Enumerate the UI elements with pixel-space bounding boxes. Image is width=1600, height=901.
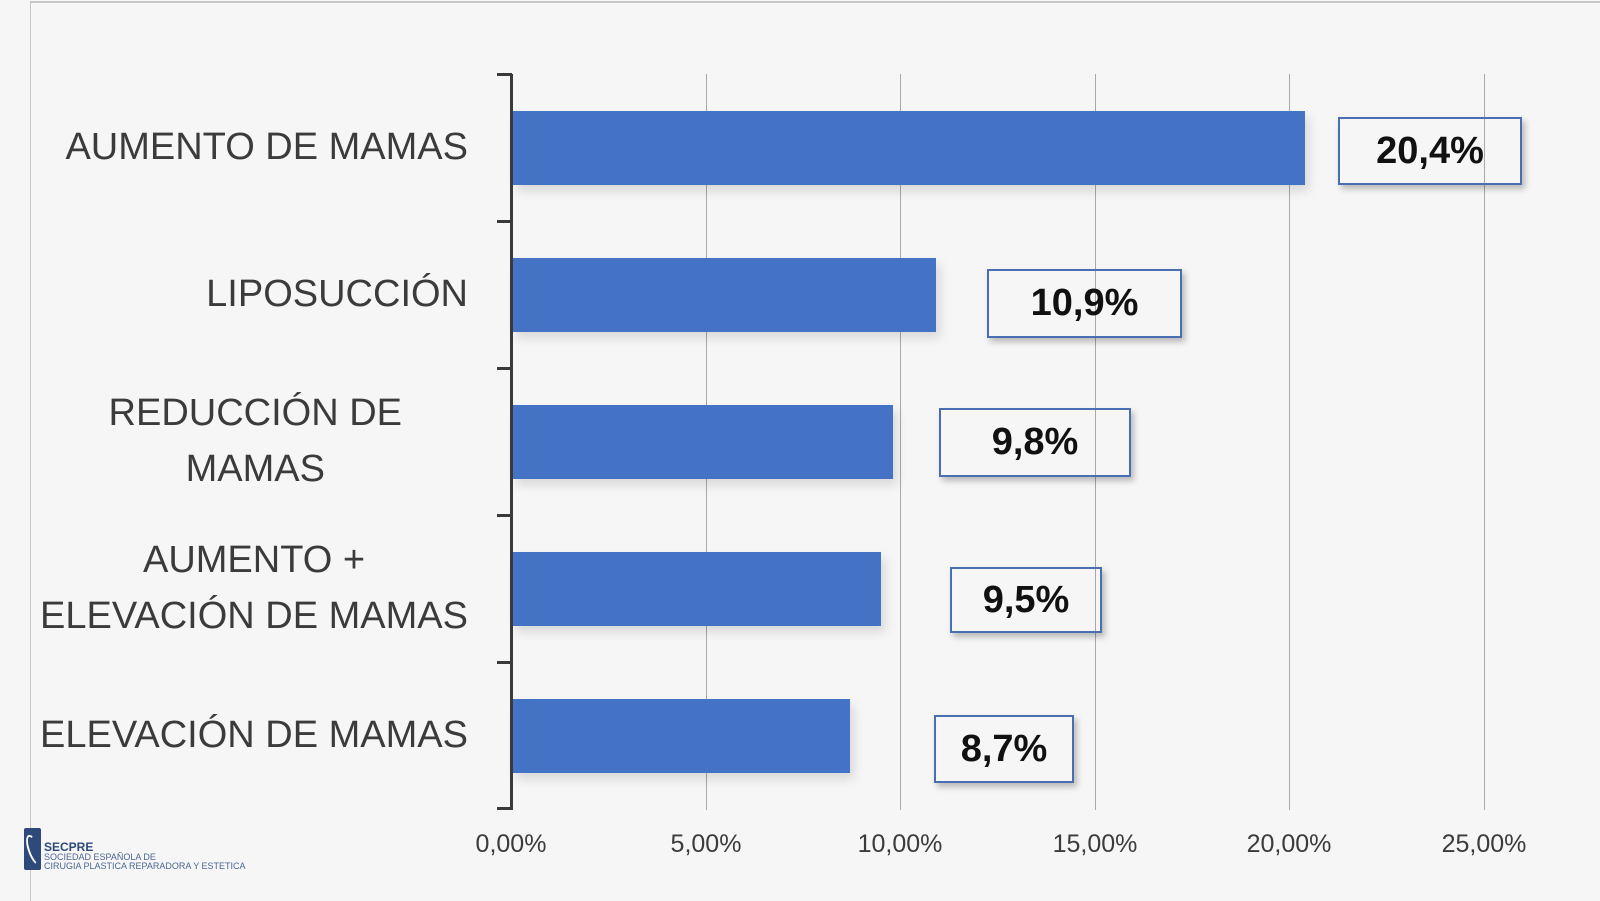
y-axis-tick bbox=[497, 807, 512, 810]
bar-elevacion-de-mamas bbox=[512, 699, 850, 773]
x-tick-label: 10,00% bbox=[857, 830, 943, 858]
category-label: AUMENTO DE MAMAS bbox=[65, 119, 468, 175]
bar-aumento-de-mamas bbox=[512, 111, 1305, 185]
gridline-10 bbox=[900, 74, 901, 810]
x-tick-label: 5,00% bbox=[670, 830, 742, 858]
slide-frame bbox=[30, 1, 1600, 901]
category-label-line: LIPOSUCCIÓN bbox=[206, 273, 468, 315]
value-label: 9,8% bbox=[939, 408, 1131, 477]
secpre-logo-icon bbox=[24, 828, 41, 870]
category-label-line: AUMENTO + bbox=[142, 539, 366, 581]
category-label: LIPOSUCCIÓN bbox=[206, 266, 468, 322]
x-tick-label: 15,00% bbox=[1052, 830, 1138, 858]
y-axis-tick bbox=[497, 661, 512, 664]
y-axis-tick bbox=[497, 367, 512, 370]
x-tick-label: 20,00% bbox=[1246, 830, 1332, 858]
category-label: REDUCCIÓN DE MAMAS bbox=[109, 385, 402, 497]
category-label: ELEVACIÓN DE MAMAS bbox=[40, 707, 468, 763]
value-label: 9,5% bbox=[950, 567, 1102, 633]
category-label-line: MAMAS bbox=[185, 448, 325, 490]
gridline-25 bbox=[1484, 74, 1485, 810]
logo-subtitle-line: CIRUGIA PLASTICA REPARADORA Y ESTETICA bbox=[44, 861, 246, 871]
bar-reduccion-de-mamas bbox=[512, 405, 893, 479]
y-axis-tick bbox=[497, 73, 512, 76]
gridline-20 bbox=[1289, 74, 1290, 810]
x-tick-label: 0,00% bbox=[475, 830, 547, 858]
logo-title: SECPRE bbox=[44, 840, 94, 854]
bar-aumento-elevacion bbox=[512, 552, 881, 626]
category-label-line: REDUCCIÓN DE bbox=[108, 392, 402, 434]
value-label: 20,4% bbox=[1338, 117, 1522, 185]
category-label-line: ELEVACIÓN DE MAMAS bbox=[40, 714, 468, 756]
y-axis-tick bbox=[497, 220, 512, 223]
category-label-line: ELEVACIÓN DE MAMAS bbox=[40, 595, 468, 637]
y-axis-line bbox=[510, 74, 513, 810]
category-label-line: AUMENTO DE MAMAS bbox=[65, 126, 468, 168]
value-label: 8,7% bbox=[934, 715, 1074, 783]
bar-liposuccion bbox=[512, 258, 936, 332]
logo-subtitle: SOCIEDAD ESPAÑOLA DE CIRUGIA PLASTICA RE… bbox=[44, 853, 246, 871]
gridline-15 bbox=[1095, 74, 1096, 810]
category-label: AUMENTO + ELEVACIÓN DE MAMAS bbox=[40, 532, 468, 644]
secpre-logo: SECPRE SOCIEDAD ESPAÑOLA DE CIRUGIA PLAS… bbox=[24, 828, 284, 876]
x-tick-label: 25,00% bbox=[1441, 830, 1527, 858]
value-label: 10,9% bbox=[987, 269, 1182, 338]
logo-subtitle-line: SOCIEDAD ESPAÑOLA DE bbox=[44, 852, 156, 862]
y-axis-tick bbox=[497, 514, 512, 517]
